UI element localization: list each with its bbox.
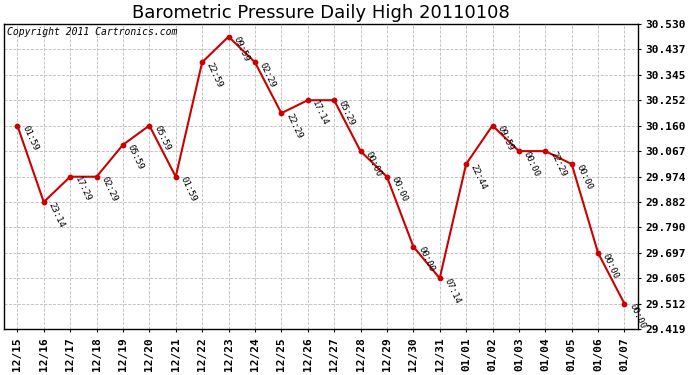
Point [276,110,287,116]
Point [513,148,524,154]
Text: 00:00: 00:00 [364,150,383,178]
Point [302,97,313,103]
Point [566,161,578,167]
Text: 00:00: 00:00 [627,303,647,331]
Text: 09:59: 09:59 [495,124,515,152]
Text: 09:59: 09:59 [231,35,251,63]
Text: 05:59: 05:59 [126,143,146,172]
Text: 22:29: 22:29 [284,112,304,140]
Text: 02:29: 02:29 [99,176,119,204]
Title: Barometric Pressure Daily High 20110108: Barometric Pressure Daily High 20110108 [132,4,510,22]
Point [408,244,419,250]
Text: 01:59: 01:59 [20,124,39,152]
Text: 22:59: 22:59 [205,61,224,89]
Point [38,199,49,205]
Point [117,142,128,148]
Point [461,161,472,167]
Text: 00:00: 00:00 [390,176,409,204]
Text: Copyright 2011 Cartronics.com: Copyright 2011 Cartronics.com [8,27,178,37]
Text: 22:29: 22:29 [548,150,568,178]
Point [223,34,234,40]
Text: 23:14: 23:14 [46,201,66,229]
Point [355,148,366,154]
Point [12,123,23,129]
Text: 00:00: 00:00 [601,252,620,280]
Text: 00:00: 00:00 [416,245,435,273]
Point [487,123,498,129]
Point [170,174,181,180]
Point [382,174,393,180]
Point [434,275,445,281]
Text: 22:44: 22:44 [469,163,489,191]
Text: 07:14: 07:14 [442,277,462,305]
Text: 01:59: 01:59 [179,176,198,204]
Text: 05:59: 05:59 [152,124,172,152]
Text: 05:29: 05:29 [337,99,357,127]
Text: 02:29: 02:29 [258,61,277,89]
Point [328,97,339,103]
Text: 17:14: 17:14 [310,99,330,127]
Text: 00:00: 00:00 [575,163,594,191]
Point [91,174,102,180]
Point [619,301,630,307]
Point [144,123,155,129]
Point [65,174,76,180]
Text: 17:29: 17:29 [73,176,92,204]
Text: 00:00: 00:00 [522,150,541,178]
Point [593,250,604,256]
Point [540,148,551,154]
Point [249,59,260,65]
Point [197,59,208,65]
